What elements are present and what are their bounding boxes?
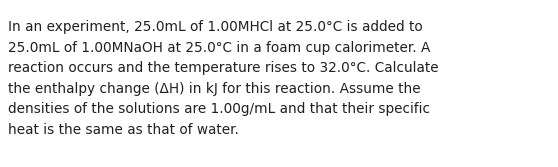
Text: In an experiment, 25.0mL of 1.00MHCl at 25.0°C is added to
25.0mL of 1.00MNaOH a: In an experiment, 25.0mL of 1.00MHCl at …: [8, 20, 439, 137]
